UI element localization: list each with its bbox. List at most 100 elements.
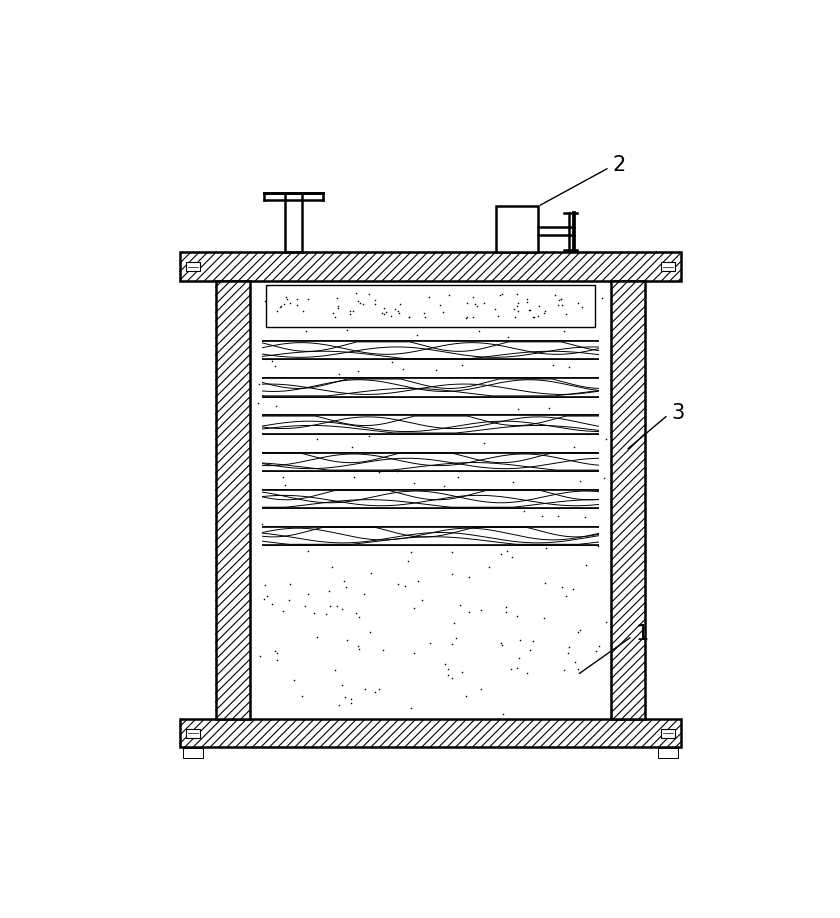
Point — [340, 322, 354, 337]
Point — [506, 550, 519, 565]
Point — [386, 354, 399, 369]
Point — [501, 330, 514, 345]
Point — [398, 579, 412, 594]
Point — [349, 286, 362, 301]
Point — [353, 296, 366, 310]
Point — [290, 297, 303, 312]
Point — [494, 288, 507, 303]
Point — [339, 580, 353, 595]
Point — [299, 324, 312, 339]
Point — [598, 470, 612, 485]
Point — [551, 509, 564, 523]
Point — [298, 599, 312, 614]
Point — [331, 599, 344, 613]
Point — [258, 577, 271, 592]
Point — [445, 544, 459, 559]
Point — [417, 306, 430, 320]
Bar — [263, 378, 598, 397]
Point — [253, 649, 266, 664]
Point — [574, 474, 587, 488]
Point — [571, 296, 585, 310]
Point — [445, 671, 459, 686]
Point — [362, 286, 375, 301]
Point — [567, 425, 580, 440]
Point — [396, 346, 410, 361]
Point — [270, 645, 284, 660]
Point — [393, 297, 407, 312]
Point — [271, 485, 285, 499]
Point — [520, 666, 533, 680]
Point — [388, 302, 402, 317]
Point — [268, 359, 281, 374]
Point — [310, 431, 323, 446]
Point — [377, 372, 391, 386]
Bar — [216, 281, 249, 720]
Point — [505, 662, 518, 677]
Point — [255, 517, 269, 532]
Point — [286, 521, 299, 535]
Point — [260, 375, 274, 389]
Point — [532, 309, 545, 324]
Point — [535, 509, 549, 523]
Point — [585, 492, 599, 507]
Point — [283, 593, 297, 608]
Point — [466, 309, 480, 324]
Point — [523, 303, 537, 318]
Point — [276, 604, 290, 619]
Point — [351, 294, 365, 308]
Point — [568, 440, 581, 454]
Point — [520, 292, 533, 307]
Point — [506, 336, 519, 351]
Point — [429, 363, 443, 377]
Point — [417, 499, 431, 514]
Point — [412, 574, 425, 588]
Point — [290, 292, 303, 307]
Point — [339, 289, 353, 304]
Point — [451, 451, 465, 465]
Point — [573, 523, 586, 538]
Point — [549, 287, 562, 302]
Point — [396, 284, 409, 298]
Point — [266, 449, 280, 464]
Point — [407, 458, 421, 473]
Point — [269, 399, 282, 414]
Point — [482, 560, 496, 575]
Point — [537, 306, 550, 320]
Point — [363, 625, 376, 640]
Point — [365, 565, 378, 580]
Point — [452, 469, 465, 484]
Point — [274, 298, 287, 313]
Point — [459, 311, 473, 326]
Point — [362, 339, 375, 353]
Point — [358, 587, 371, 601]
Point — [274, 300, 287, 315]
Point — [449, 631, 463, 645]
Point — [260, 588, 274, 603]
Point — [589, 644, 602, 658]
Point — [454, 598, 467, 612]
Point — [559, 588, 572, 603]
Point — [492, 376, 506, 391]
Point — [329, 334, 343, 349]
Point — [287, 673, 301, 688]
Point — [416, 593, 429, 608]
Point — [591, 538, 605, 553]
Point — [375, 285, 388, 300]
Point — [368, 685, 381, 700]
Point — [566, 582, 580, 597]
Point — [418, 305, 432, 319]
Point — [570, 297, 584, 312]
Point — [495, 638, 508, 653]
Point — [396, 421, 410, 436]
Point — [574, 622, 587, 637]
Point — [455, 665, 469, 679]
Point — [520, 295, 533, 309]
Point — [326, 560, 339, 575]
Point — [284, 296, 297, 310]
Point — [555, 298, 569, 313]
Point — [293, 306, 307, 320]
Point — [358, 340, 371, 354]
Point — [507, 302, 521, 317]
Point — [426, 374, 439, 388]
Point — [578, 532, 591, 547]
